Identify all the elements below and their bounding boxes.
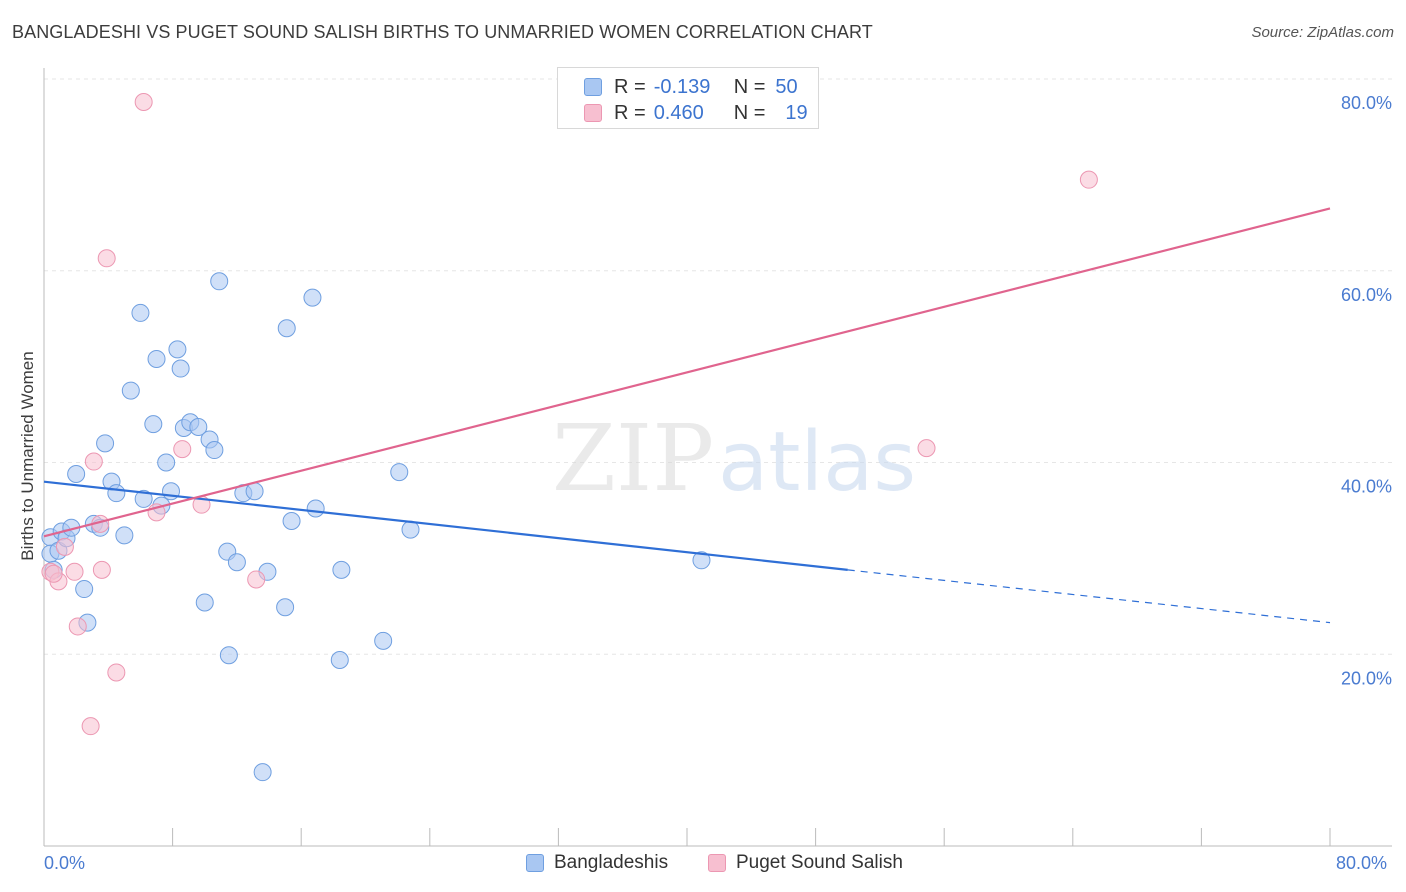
- point-bangladeshis: [245, 482, 264, 501]
- bottom-legend-puget: Puget Sound Salish: [708, 852, 903, 874]
- point-bangladeshis: [144, 415, 163, 434]
- y-axis-label: Births to Unmarried Women: [18, 351, 37, 560]
- point-bangladeshis: [303, 288, 322, 307]
- point-puget-sound-salish: [55, 537, 74, 556]
- data-points: [41, 93, 1098, 782]
- legend-swatch-blue: [584, 78, 602, 96]
- legend-r-value: -0.139: [653, 75, 711, 98]
- point-bangladeshis: [219, 646, 238, 665]
- point-bangladeshis: [330, 651, 349, 670]
- point-puget-sound-salish: [1079, 170, 1098, 189]
- legend-r-label: R =: [614, 101, 646, 124]
- legend-r-label: R =: [614, 75, 646, 98]
- legend-n-value: 50: [775, 75, 798, 98]
- point-puget-sound-salish: [917, 439, 936, 458]
- x-tick-label-max: 80.0%: [1336, 853, 1387, 873]
- point-bangladeshis: [168, 340, 187, 359]
- y-tick-label: 80.0%: [1341, 93, 1392, 113]
- point-puget-sound-salish: [97, 249, 116, 268]
- y-tick-label: 40.0%: [1341, 477, 1392, 497]
- y-tick-labels: 20.0% 40.0% 60.0% 80.0%: [1341, 93, 1392, 688]
- point-bangladeshis: [253, 763, 272, 782]
- bottom-legend-bangladeshis: Bangladeshis: [526, 852, 668, 874]
- point-bangladeshis: [107, 484, 126, 503]
- point-puget-sound-salish: [134, 93, 153, 112]
- bottom-legend-label-puget: Puget Sound Salish: [736, 852, 903, 873]
- legend-row-bangladeshis: R = -0.139 N = 50: [584, 75, 798, 99]
- point-bangladeshis: [147, 349, 166, 368]
- point-bangladeshis: [277, 319, 296, 338]
- point-puget-sound-salish: [247, 570, 266, 589]
- point-bangladeshis: [131, 303, 150, 322]
- bottom-legend-label-bangladeshis: Bangladeshis: [554, 852, 669, 873]
- legend-n-label: N =: [733, 101, 766, 124]
- axes: [43, 68, 1392, 847]
- point-bangladeshis: [306, 499, 325, 518]
- point-puget-sound-salish: [84, 452, 103, 471]
- point-bangladeshis: [332, 560, 351, 579]
- stats-legend: R = -0.139 N = 50 R = 0.460 N = 19: [557, 67, 819, 129]
- legend-row-puget: R = 0.460 N = 19: [584, 101, 808, 125]
- point-bangladeshis: [115, 526, 134, 545]
- point-bangladeshis: [205, 441, 224, 460]
- point-puget-sound-salish: [173, 440, 192, 459]
- grid-lines: [44, 78, 1392, 655]
- trend-line-bangladeshis-extension: [847, 569, 1331, 624]
- x-ticks: [172, 828, 1331, 846]
- point-puget-sound-salish: [92, 560, 111, 579]
- point-bangladeshis: [189, 418, 208, 437]
- point-bangladeshis: [96, 434, 115, 453]
- point-puget-sound-salish: [65, 562, 84, 581]
- point-bangladeshis: [195, 593, 214, 612]
- point-bangladeshis: [121, 381, 140, 400]
- x-tick-label-min: 0.0%: [44, 853, 85, 873]
- y-tick-label: 20.0%: [1341, 668, 1392, 688]
- point-bangladeshis: [227, 553, 246, 572]
- point-bangladeshis: [75, 580, 94, 599]
- point-bangladeshis: [134, 489, 153, 508]
- point-puget-sound-salish: [68, 617, 87, 636]
- chart-title: BANGLADESHI VS PUGET SOUND SALISH BIRTHS…: [12, 22, 873, 42]
- watermark-zip: ZIP: [552, 405, 714, 512]
- legend-n-value: 19: [785, 101, 808, 124]
- source-label: Source: ZipAtlas.com: [1251, 24, 1394, 41]
- point-bangladeshis: [67, 465, 86, 484]
- trend-lines: [43, 207, 1331, 624]
- point-puget-sound-salish: [81, 717, 100, 736]
- bottom-legend-swatch-blue: [526, 854, 544, 872]
- point-bangladeshis: [390, 463, 409, 482]
- point-puget-sound-salish: [44, 564, 63, 583]
- point-bangladeshis: [374, 631, 393, 650]
- point-bangladeshis: [692, 551, 711, 570]
- point-bangladeshis: [276, 598, 295, 617]
- watermark: ZIP atlas: [552, 405, 916, 512]
- trend-line-puget-sound-salish: [43, 207, 1331, 538]
- trend-line-bangladeshis: [43, 480, 848, 571]
- point-bangladeshis: [157, 453, 176, 472]
- point-puget-sound-salish: [107, 663, 126, 682]
- legend-r-value: 0.460: [653, 101, 704, 124]
- legend-swatch-pink: [584, 104, 602, 122]
- legend-n-label: N =: [733, 75, 766, 98]
- point-bangladeshis: [401, 520, 420, 539]
- point-bangladeshis: [210, 272, 229, 291]
- point-bangladeshis: [282, 511, 301, 530]
- point-bangladeshis: [171, 359, 190, 378]
- bottom-legend-swatch-pink: [708, 854, 726, 872]
- watermark-atlas: atlas: [718, 415, 916, 510]
- y-tick-label: 60.0%: [1341, 285, 1392, 305]
